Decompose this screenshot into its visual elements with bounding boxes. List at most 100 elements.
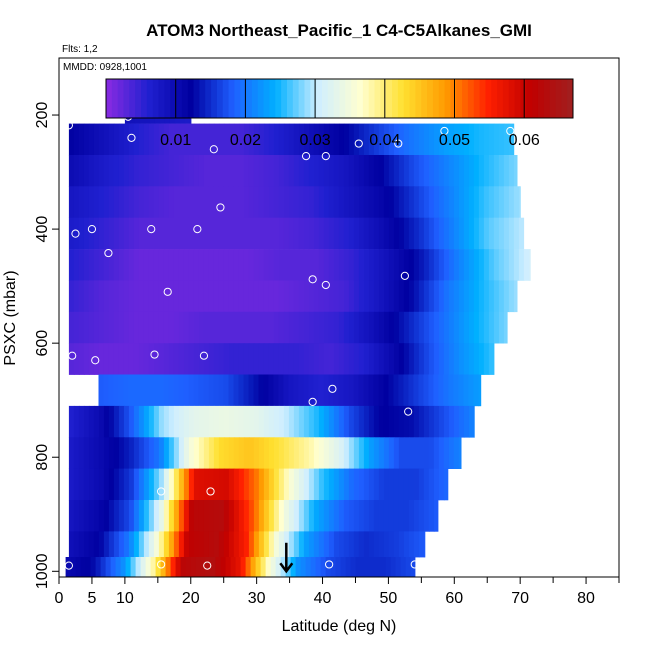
heatmap-cell [208, 123, 215, 156]
heatmap-cell [283, 123, 290, 156]
heatmap-cell [118, 186, 125, 218]
heatmap-cell [513, 217, 520, 250]
heatmap-cell [328, 405, 335, 438]
heatmap-cell [323, 405, 330, 438]
heatmap-cell [503, 280, 510, 313]
heatmap-cell [173, 155, 180, 187]
heatmap-cell [133, 280, 140, 313]
colorbar-segment [176, 79, 183, 118]
heatmap-cell [478, 217, 485, 250]
heatmap-cell [243, 280, 250, 313]
heatmap-cell [173, 217, 180, 250]
heatmap-cell [328, 374, 335, 407]
heatmap-cell [163, 217, 170, 250]
heatmap-cell [273, 123, 280, 156]
heatmap-cell [73, 311, 80, 344]
heatmap-cell [118, 531, 125, 558]
heatmap-cell [268, 123, 275, 156]
heatmap-cell [293, 405, 300, 438]
heatmap-cell [428, 437, 435, 469]
heatmap-cell [148, 249, 155, 281]
colorbar-segment [514, 79, 521, 118]
heatmap-cell [383, 311, 390, 344]
heatmap-cell [463, 280, 470, 313]
heatmap-cell [433, 343, 440, 375]
colorbar-segment [240, 79, 247, 118]
heatmap-cell [308, 311, 315, 344]
heatmap-cell [153, 405, 160, 438]
heatmap-cell [348, 186, 355, 218]
heatmap-cell [168, 437, 175, 469]
heatmap-cell [448, 405, 455, 438]
heatmap-cell [75, 557, 82, 578]
heatmap-cell [248, 343, 255, 375]
heatmap-cell [288, 343, 295, 375]
heatmap-cell [468, 186, 475, 218]
heatmap-cell [498, 280, 505, 313]
heatmap-cell [328, 343, 335, 375]
heatmap-cell [133, 155, 140, 187]
heatmap-cell [198, 249, 205, 281]
heatmap-cell [263, 531, 270, 558]
colorbar-tick-label: 0.01 [160, 132, 191, 149]
heatmap-cell [328, 531, 335, 558]
heatmap-cell [193, 155, 200, 187]
heatmap-cell [438, 468, 445, 501]
heatmap-cell [403, 280, 410, 313]
heatmap-cell [313, 280, 320, 313]
heatmap-cell [418, 343, 425, 375]
heatmap-cell [103, 374, 110, 407]
heatmap-cell [373, 155, 380, 187]
heatmap-cell [223, 123, 230, 156]
heatmap-cell [128, 311, 135, 344]
heatmap-cell [168, 217, 175, 250]
colorbar-segment [310, 79, 317, 118]
heatmap-cell [228, 249, 235, 281]
heatmap-cell [103, 343, 110, 375]
heatmap-cell [473, 280, 480, 313]
heatmap-cell [138, 405, 145, 438]
heatmap-cell [263, 374, 270, 407]
x-axis-label: Latitude (deg N) [282, 618, 397, 635]
heatmap-cell [448, 217, 455, 250]
heatmap-cell [303, 374, 310, 407]
heatmap-cell [173, 186, 180, 218]
colorbar-segment [123, 79, 130, 118]
heatmap-cell [323, 500, 330, 532]
colorbar-segment [397, 79, 405, 118]
heatmap-cell [188, 468, 195, 501]
heatmap-cell [328, 186, 335, 218]
heatmap-cell [478, 249, 485, 281]
heatmap-cell [253, 500, 260, 532]
heatmap-cell [328, 123, 335, 156]
heatmap-cell [123, 280, 130, 313]
heatmap-cell [518, 217, 525, 250]
colorbar-segment [473, 79, 481, 118]
colorbar-segment [491, 79, 498, 118]
heatmap-cell [138, 123, 145, 156]
sample-point [308, 397, 317, 407]
heatmap-cell [433, 123, 440, 156]
heatmap-cell [193, 500, 200, 532]
heatmap-cell [383, 437, 390, 469]
heatmap-cell [308, 468, 315, 501]
heatmap-cell [298, 311, 305, 344]
heatmap-cell [233, 500, 240, 532]
heatmap-cell [323, 249, 330, 281]
heatmap-cell [453, 186, 460, 218]
heatmap-cell [328, 249, 335, 281]
heatmap-cell [138, 311, 145, 344]
heatmap-cell [383, 280, 390, 313]
heatmap-cell [358, 500, 365, 532]
heatmap-cell [255, 557, 262, 578]
heatmap-cell [253, 311, 260, 344]
heatmap-cell [418, 405, 425, 438]
flights-label: Flts: 1,2 [62, 44, 98, 55]
heatmap-cell [273, 500, 280, 532]
heatmap-cell [223, 249, 230, 281]
heatmap-cell [238, 186, 245, 218]
heatmap-cell [188, 186, 195, 218]
heatmap-cell [248, 186, 255, 218]
heatmap-cell [268, 500, 275, 532]
heatmap-cell [518, 186, 521, 218]
